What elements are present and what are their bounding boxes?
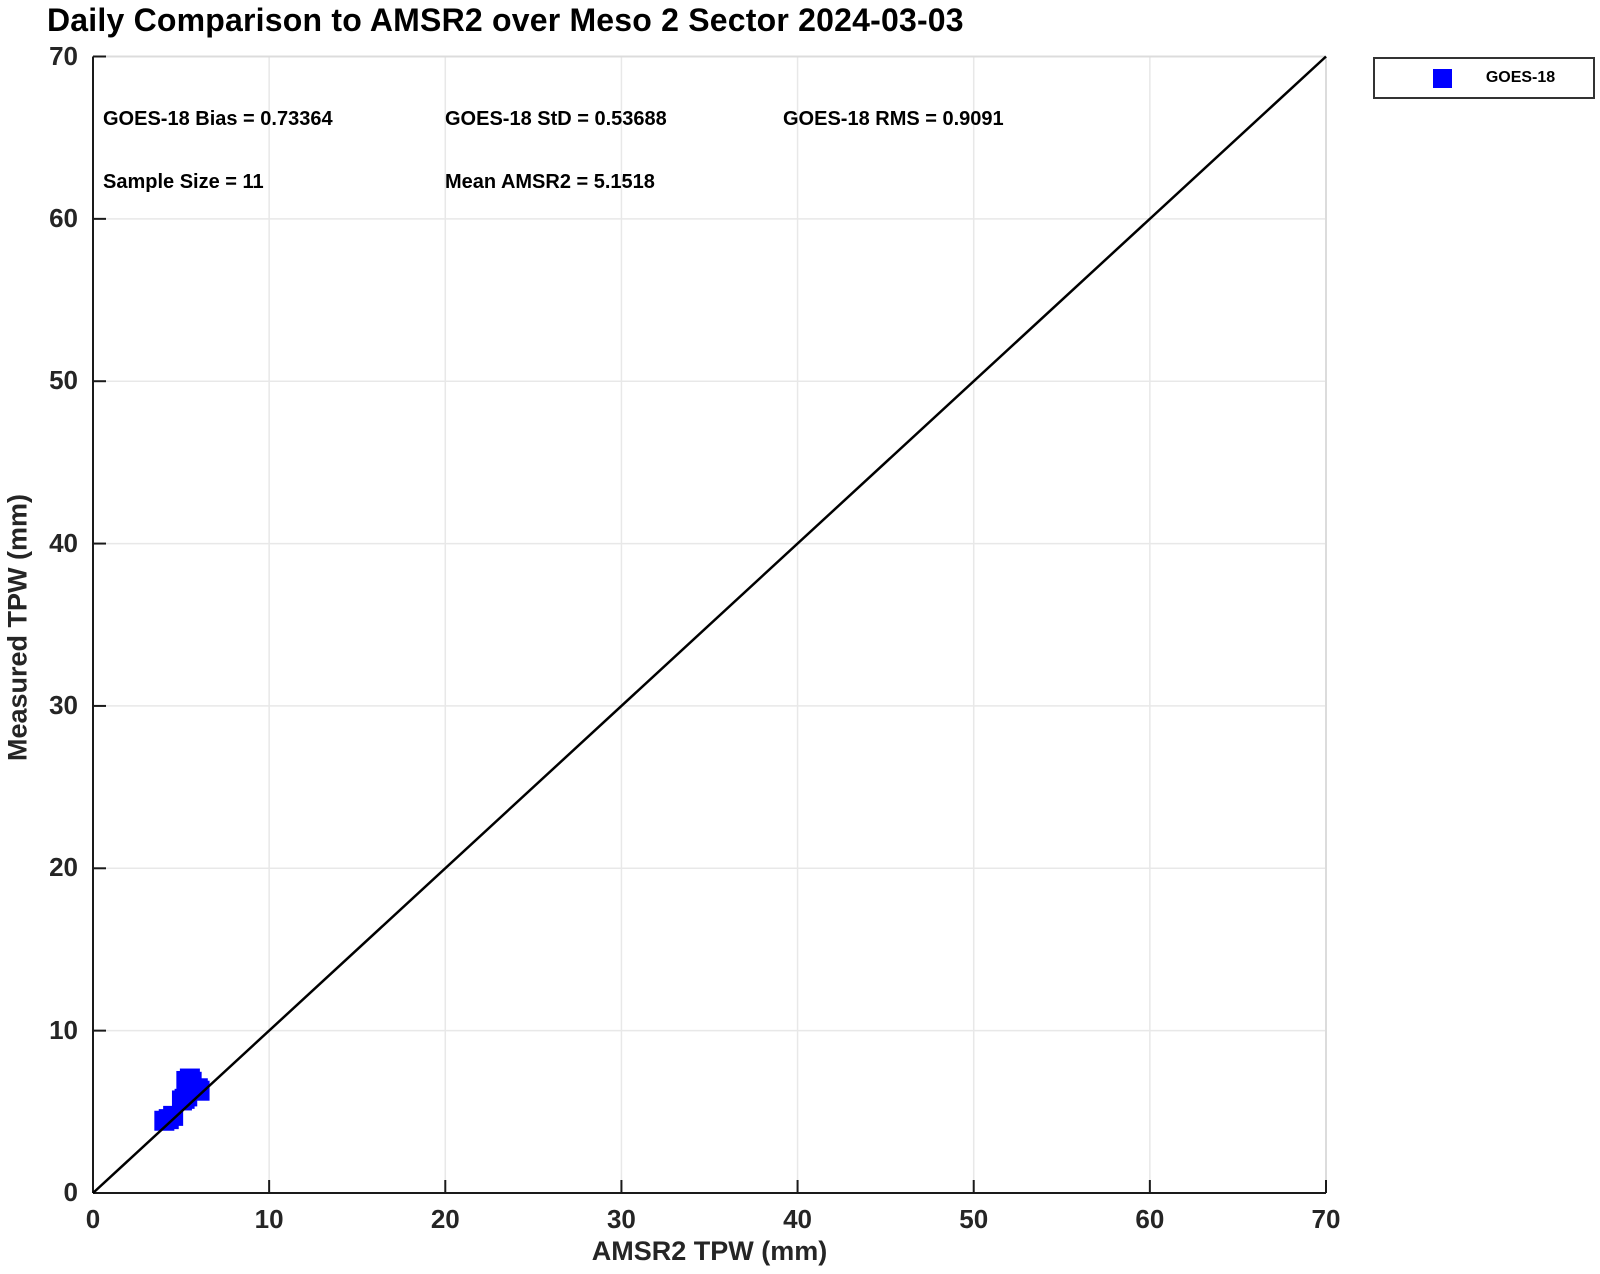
scatter-point (163, 1105, 184, 1126)
stat-bias: GOES-18 Bias = 0.73364 (103, 108, 333, 130)
x-tick-label: 0 (85, 1204, 101, 1234)
x-tick-label: 20 (430, 1204, 460, 1234)
y-axis-label: Measured TPW (mm) (2, 493, 33, 762)
x-tick-label: 10 (254, 1204, 284, 1234)
scatter-point (189, 1080, 210, 1101)
x-tick-label: 60 (1135, 1204, 1165, 1234)
legend: GOES-18 (1373, 57, 1595, 99)
x-tick-label: 50 (959, 1204, 989, 1234)
y-tick-label: 20 (49, 852, 78, 883)
y-tick-label: 60 (49, 202, 78, 233)
x-axis-label: AMSR2 TPW (mm) (591, 1236, 828, 1266)
chart-title: Daily Comparison to AMSR2 over Meso 2 Se… (47, 2, 964, 38)
y-tick-label: 50 (49, 365, 78, 396)
y-tick-label: 10 (49, 1014, 78, 1045)
stat-mean-amsr2: Mean AMSR2 = 5.1518 (445, 171, 655, 193)
x-tick-label: 70 (1311, 1204, 1341, 1234)
y-tick-label: 0 (63, 1177, 78, 1207)
legend-square-marker-icon (1433, 68, 1452, 88)
y-tick-label: 40 (49, 527, 78, 558)
stat-sample-size: Sample Size = 11 (103, 171, 264, 193)
legend-item-label: GOES-18 (1485, 69, 1556, 86)
stat-std: GOES-18 StD = 0.53688 (445, 108, 667, 130)
y-tick-label: 30 (49, 689, 78, 720)
stat-rms: GOES-18 RMS = 0.9091 (783, 108, 1004, 130)
x-tick-label: 30 (606, 1204, 636, 1234)
y-tick-label: 70 (49, 40, 78, 71)
x-tick-label: 40 (783, 1204, 813, 1234)
one-to-one-line (92, 55, 1327, 1194)
